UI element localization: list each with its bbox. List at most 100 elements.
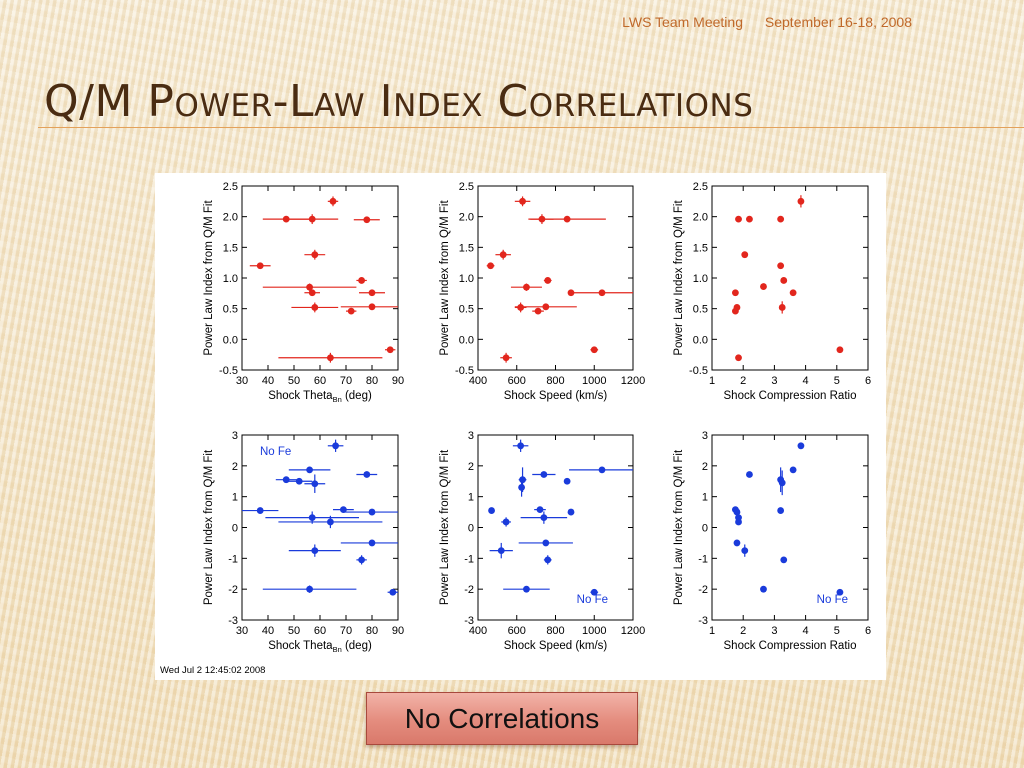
x-tick-label: 1200 [621,375,645,387]
slide-title: Q/M Power-Law Index Correlations [44,76,754,127]
y-tick-label: 1.0 [693,273,708,285]
data-point [544,277,552,284]
data-point [536,506,544,514]
no-fe-note: No Fe [817,594,848,606]
data-point [363,216,371,224]
x-axis-label: Shock ThetaBn (deg) [268,390,372,404]
plot-frame [711,434,869,621]
y-tick-label: 2.0 [459,212,474,224]
data-point [306,585,313,593]
plot-frame [477,434,634,621]
x-tick-label: 3 [771,375,777,387]
figure-timestamp: Wed Jul 2 12:45:02 2008 [160,665,266,676]
x-tick-label: 1 [709,625,715,637]
data-point [368,289,376,297]
y-tick-label: -2 [698,584,708,596]
data-point [306,283,313,291]
data-point [517,442,525,450]
x-tick-label: 80 [366,625,378,637]
y-axis-label: Power Law Index from Q/M Fit [203,200,215,356]
x-tick-label: 50 [288,625,300,637]
y-tick-label: -2 [464,584,474,596]
no-fe-note: No Fe [260,446,291,458]
data-point [389,588,397,596]
x-tick-label: 1200 [621,625,645,637]
y-tick-label: 2 [232,461,238,473]
data-point [306,466,313,474]
data-point [311,547,319,555]
x-axis-label: Shock Compression Ratio [724,640,857,652]
y-tick-label: 2.5 [223,181,238,193]
data-point [308,215,316,223]
data-point [368,539,376,547]
x-tick-label: 30 [236,625,248,637]
y-tick-label: 0.0 [223,334,238,346]
y-tick-label: 1.0 [459,273,474,285]
data-point [760,585,767,593]
data-point [777,262,785,270]
meeting-dates: September 16-18, 2008 [764,14,912,30]
x-axis-label: Shock Compression Ratio [724,390,857,402]
data-point [732,289,739,297]
data-point [741,547,749,555]
data-point [347,307,355,315]
data-point [563,215,571,223]
data-point [836,346,844,354]
data-point [598,466,606,474]
data-point [523,585,530,593]
y-tick-label: 1.5 [693,242,708,254]
x-tick-label: 4 [803,625,809,637]
no-fe-note: No Fe [577,594,608,606]
y-tick-label: 3 [468,430,474,442]
data-point [760,283,767,290]
data-point [329,197,337,205]
data-point [777,215,785,223]
chart-bottom-left: 30 40 50 60 70 80 90 -3 -2 -1 0 1 2 3 Shock ThetaBn (d… [203,430,404,654]
data-point [598,289,606,297]
x-tick-label: 6 [865,625,871,637]
title-divider [38,127,1024,128]
y-axis-label: Power Law Index from Q/M Fit [673,449,685,605]
y-axis-label: Power Law Index from Q/M Fit [439,200,451,356]
y-axis-label: Power Law Index from Q/M Fit [203,449,215,605]
data-point [256,507,264,514]
data-point [746,215,753,223]
meeting-name: LWS Team Meeting [622,14,743,30]
no-correlations-button[interactable]: No Correlations [366,692,638,745]
x-tick-label: 90 [392,375,404,387]
data-point [542,303,550,311]
y-tick-label: 0.5 [223,304,238,316]
chart-bottom-right: 1 2 3 4 5 6 -3 -2 -1 0 1 2 3 Shock Compression Ratio P… [673,430,871,652]
y-tick-label: 2.5 [693,181,708,193]
x-axis-label: Shock Speed (km/s) [504,640,608,652]
x-tick-label: 80 [366,375,378,387]
y-tick-label: -1 [698,553,708,565]
y-axis-label: Power Law Index from Q/M Fit [673,200,685,356]
data-point [534,307,542,315]
y-tick-label: 3 [232,430,238,442]
data-point [780,277,788,284]
x-tick-label: 1000 [582,625,606,637]
data-point [308,514,316,522]
x-tick-label: 70 [340,375,352,387]
x-tick-label: 90 [392,625,404,637]
data-point [540,471,548,478]
data-point [590,588,598,596]
y-tick-label: 0.5 [459,304,474,316]
data-point [544,556,552,564]
x-tick-label: 5 [834,625,840,637]
data-point [497,547,505,555]
data-point [311,304,319,311]
data-point [836,588,844,596]
data-point [789,289,797,297]
x-tick-label: 600 [508,375,526,387]
data-point [778,479,786,487]
data-point [332,442,339,450]
x-tick-label: 40 [262,625,274,637]
x-tick-label: 60 [314,375,326,387]
y-tick-label: 0 [468,523,474,535]
data-point [327,518,334,526]
x-tick-label: 800 [546,375,564,387]
scatter-figure-panel: 30 40 50 60 70 80 90 -0.5 0.0 0.5 1.0 1.5 2.0 2.5 Shoc… [155,173,886,680]
data-point [487,262,494,270]
